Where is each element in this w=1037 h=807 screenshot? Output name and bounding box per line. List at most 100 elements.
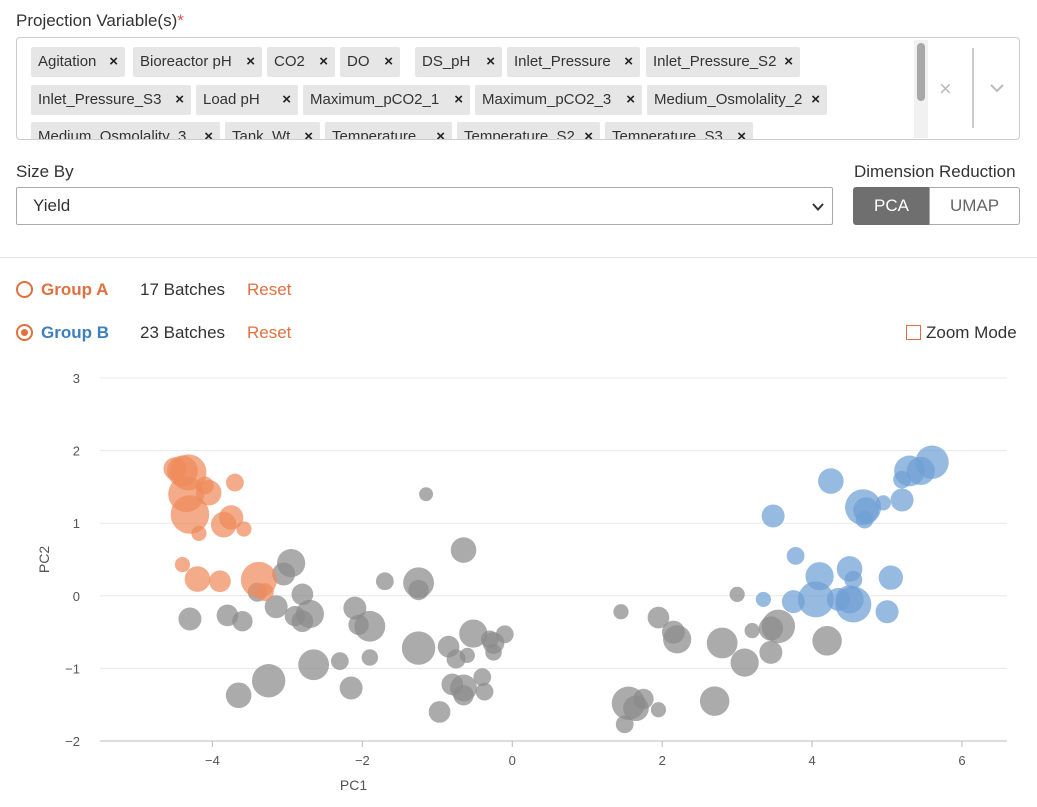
other-point[interactable] xyxy=(812,626,842,656)
other-point[interactable] xyxy=(419,487,434,502)
pca-toggle-button[interactable]: PCA xyxy=(853,187,930,225)
other-point[interactable] xyxy=(375,572,394,591)
group-b-point[interactable] xyxy=(797,581,834,618)
group-a-point[interactable] xyxy=(226,473,244,492)
remove-chip-icon[interactable]: × xyxy=(436,128,445,140)
other-point[interactable] xyxy=(291,583,314,606)
remove-chip-icon[interactable]: × xyxy=(737,128,746,140)
other-point[interactable] xyxy=(343,596,367,620)
other-point[interactable] xyxy=(251,664,286,698)
other-point[interactable] xyxy=(699,686,730,716)
group-b-point[interactable] xyxy=(761,504,785,528)
other-point[interactable] xyxy=(729,586,745,602)
projection-variables-multiselect[interactable]: Agitation × Bioreactor pH × CO2 × DO × DS_pH × Inl… xyxy=(16,37,1020,140)
other-point[interactable] xyxy=(354,610,386,642)
other-point[interactable] xyxy=(428,701,451,723)
group-b-point[interactable] xyxy=(906,456,935,486)
size-by-select[interactable]: Yield xyxy=(16,187,833,225)
other-point[interactable] xyxy=(459,647,475,663)
group-a-point[interactable] xyxy=(184,566,211,592)
other-point[interactable] xyxy=(759,640,783,664)
group-b-point[interactable] xyxy=(878,565,903,590)
other-point[interactable] xyxy=(232,611,253,632)
group-a-point[interactable] xyxy=(195,479,222,506)
group-b-point[interactable] xyxy=(844,570,863,589)
other-point[interactable] xyxy=(613,604,629,620)
group-a-point[interactable] xyxy=(236,521,252,537)
group-b-point[interactable] xyxy=(835,586,872,623)
remove-chip-icon[interactable]: × xyxy=(282,91,291,108)
x-tick-label: 0 xyxy=(509,753,516,768)
remove-chip-icon[interactable]: × xyxy=(811,91,820,108)
other-point[interactable] xyxy=(401,631,436,665)
group-b-point[interactable] xyxy=(855,510,874,529)
group-b-reset-link[interactable]: Reset xyxy=(247,323,292,342)
pca-scatter-chart[interactable]: −2 −1 0 1 2 3 −4 −2 0 2 4 6 PC1 PC2 xyxy=(0,360,1037,807)
group-a-radio[interactable] xyxy=(16,281,33,298)
group-b-point[interactable] xyxy=(893,470,911,489)
other-point[interactable] xyxy=(298,649,330,681)
group-a-point[interactable] xyxy=(256,583,274,602)
remove-chip-icon[interactable]: × xyxy=(175,91,184,108)
remove-chip-icon[interactable]: × xyxy=(304,128,313,140)
other-point[interactable] xyxy=(225,682,252,709)
other-point[interactable] xyxy=(495,625,514,644)
remove-chip-icon[interactable]: × xyxy=(319,53,328,70)
chip-label: Temperature_S2 xyxy=(464,128,575,140)
group-b-point[interactable] xyxy=(890,488,914,512)
group-a-point[interactable] xyxy=(210,511,237,538)
group-b-radio[interactable] xyxy=(16,324,33,341)
other-point[interactable] xyxy=(339,676,363,700)
other-point[interactable] xyxy=(475,682,494,701)
other-point[interactable] xyxy=(408,579,429,601)
remove-chip-icon[interactable]: × xyxy=(584,128,593,140)
other-point[interactable] xyxy=(272,562,296,586)
other-point[interactable] xyxy=(706,627,738,659)
multiselect-scrollbar[interactable] xyxy=(914,40,928,138)
other-point[interactable] xyxy=(178,607,202,631)
group-a-reset-link[interactable]: Reset xyxy=(247,280,292,299)
remove-chip-icon[interactable]: × xyxy=(204,128,213,140)
dimension-reduction-label: Dimension Reduction xyxy=(854,162,1016,181)
other-point[interactable] xyxy=(264,595,288,619)
other-point[interactable] xyxy=(761,609,796,643)
other-point[interactable] xyxy=(450,537,477,563)
group-a-point[interactable] xyxy=(209,570,231,593)
other-point[interactable] xyxy=(453,685,474,706)
remove-chip-icon[interactable]: × xyxy=(454,91,463,108)
group-a-point[interactable] xyxy=(191,525,207,541)
other-point[interactable] xyxy=(473,668,492,687)
remove-chip-icon[interactable]: × xyxy=(784,53,793,70)
group-b-point[interactable] xyxy=(755,591,771,608)
remove-chip-icon[interactable]: × xyxy=(626,91,635,108)
other-point[interactable] xyxy=(663,625,692,654)
other-point[interactable] xyxy=(459,619,488,648)
remove-chip-icon[interactable]: × xyxy=(384,53,393,70)
remove-chip-icon[interactable]: × xyxy=(486,53,495,70)
remove-chip-icon[interactable]: × xyxy=(624,53,633,70)
umap-toggle-button[interactable]: UMAP xyxy=(929,187,1020,225)
other-point[interactable] xyxy=(295,599,324,629)
other-point[interactable] xyxy=(650,702,667,718)
chip-inlet-pressure: Inlet_Pressure × xyxy=(507,47,640,77)
scrollbar-thumb[interactable] xyxy=(917,43,925,101)
other-point[interactable] xyxy=(615,715,634,734)
other-point[interactable] xyxy=(744,623,760,639)
other-point[interactable] xyxy=(730,648,759,677)
chip-inlet-pressure-s2: Inlet_Pressure_S2 × xyxy=(646,47,800,77)
group-b-point[interactable] xyxy=(786,546,805,565)
chevron-down-icon[interactable] xyxy=(987,78,1007,98)
other-point[interactable] xyxy=(647,606,670,629)
other-point[interactable] xyxy=(633,688,654,710)
clear-all-icon[interactable]: × xyxy=(939,76,952,101)
zoom-mode-checkbox[interactable] xyxy=(906,325,921,340)
other-point[interactable] xyxy=(485,644,502,661)
group-a-point[interactable] xyxy=(170,495,210,534)
group-b-point[interactable] xyxy=(818,468,844,494)
group-b-point[interactable] xyxy=(875,600,899,624)
group-a-point[interactable] xyxy=(174,556,191,573)
remove-chip-icon[interactable]: × xyxy=(109,53,118,70)
remove-chip-icon[interactable]: × xyxy=(246,53,255,70)
other-point[interactable] xyxy=(330,652,349,671)
other-point[interactable] xyxy=(361,649,379,666)
